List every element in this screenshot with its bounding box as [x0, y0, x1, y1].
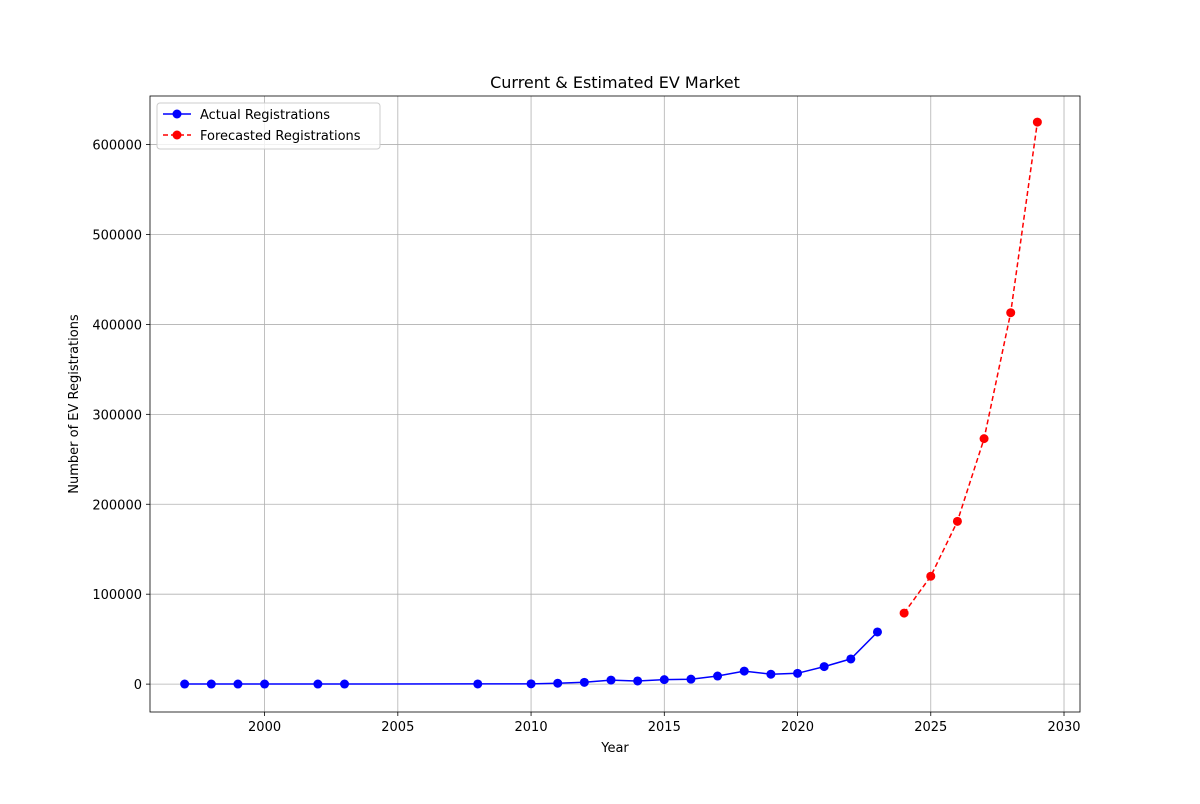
data-point-actual	[526, 679, 536, 689]
plot-frame	[149, 95, 1081, 713]
data-point-actual	[233, 679, 243, 689]
data-point-actual	[473, 679, 483, 689]
data-point-actual	[633, 676, 643, 686]
data-point-actual	[340, 679, 350, 689]
data-point-forecast	[1032, 117, 1042, 127]
data-point-actual	[819, 662, 829, 672]
data-point-actual	[686, 674, 696, 684]
x-tick-label: 2010	[515, 720, 548, 735]
data-point-actual	[793, 668, 803, 678]
y-tick-label: 200000	[92, 498, 142, 513]
legend-marker-forecast	[172, 130, 182, 140]
x-tick-label: 2005	[381, 720, 414, 735]
data-point-actual	[260, 679, 270, 689]
x-tick-label: 2015	[648, 720, 681, 735]
data-point-actual	[846, 654, 856, 664]
chart-title: Current & Estimated EV Market	[490, 73, 740, 92]
grid-layer	[150, 96, 1080, 712]
y-tick-label: 500000	[92, 228, 142, 243]
data-point-actual	[713, 671, 723, 681]
y-tick-label: 100000	[92, 588, 142, 603]
y-tick-label: 600000	[92, 139, 142, 154]
y-axis-label: Number of EV Registrations	[67, 314, 82, 494]
legend-label-forecast: Forecasted Registrations	[200, 129, 361, 144]
data-point-actual	[206, 679, 216, 689]
data-point-forecast	[899, 608, 909, 618]
legend-label-actual: Actual Registrations	[200, 108, 330, 123]
x-tick-label: 2030	[1047, 720, 1080, 735]
legend: Actual Registrations Forecasted Registra…	[156, 102, 381, 150]
data-point-forecast	[926, 571, 936, 581]
y-tick-label: 300000	[92, 408, 142, 423]
series-line-forecast	[903, 121, 1039, 614]
data-point-actual	[579, 677, 589, 687]
data-point-actual	[739, 666, 749, 676]
x-tick-label: 2000	[248, 720, 281, 735]
data-point-actual	[766, 669, 776, 679]
data-point-actual	[553, 678, 563, 688]
data-point-forecast	[1006, 308, 1016, 318]
x-axis-label: Year	[600, 741, 629, 756]
series-layer	[180, 117, 1042, 689]
ticks-layer: 2000 2005 2010 2015 2020 2025 2030 0 100000 20000…	[92, 139, 1080, 735]
data-point-actual	[606, 675, 616, 685]
y-tick-label: 0	[134, 678, 142, 693]
y-tick-label: 400000	[92, 318, 142, 333]
x-tick-label: 2020	[781, 720, 814, 735]
data-point-forecast	[952, 516, 962, 526]
legend-box	[156, 102, 381, 150]
data-point-actual	[180, 679, 190, 689]
legend-marker-actual	[172, 109, 182, 119]
x-tick-label: 2025	[914, 720, 947, 735]
data-point-actual	[659, 675, 669, 685]
data-point-actual	[313, 679, 323, 689]
data-point-forecast	[979, 434, 989, 444]
data-point-actual	[872, 627, 882, 637]
